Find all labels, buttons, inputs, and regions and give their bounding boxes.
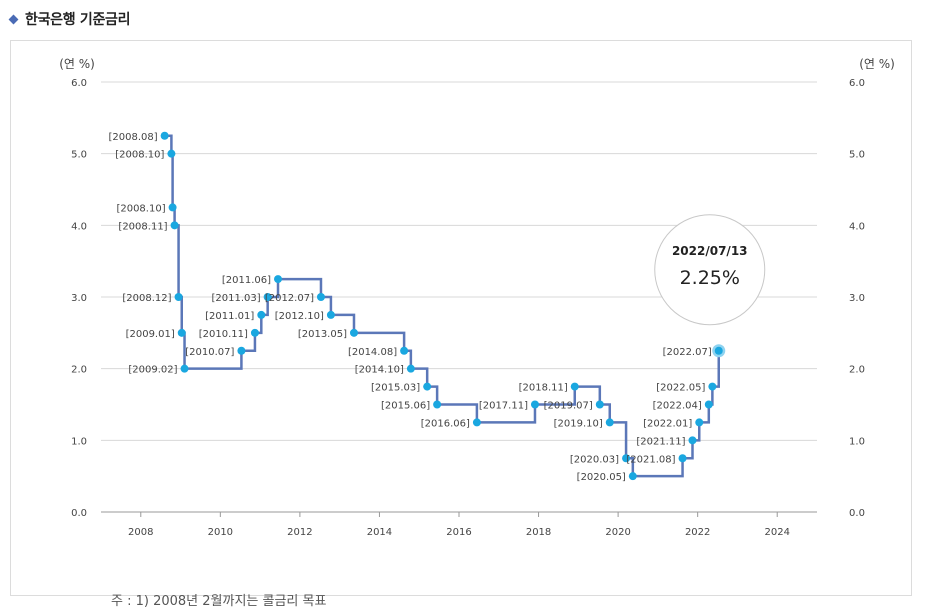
x-tick-label: 2010 — [208, 527, 233, 538]
data-point[interactable] — [688, 436, 697, 445]
data-point[interactable] — [250, 328, 259, 337]
data-point[interactable] — [530, 400, 539, 409]
data-point-label: [2014.10] — [355, 365, 404, 376]
data-point[interactable] — [326, 310, 335, 319]
y-tick-label-left: 3.0 — [71, 293, 87, 304]
data-point-label: [2021.08] — [626, 454, 675, 465]
y-tick-label-right: 4.0 — [849, 221, 865, 232]
y-tick-label-left: 0.0 — [71, 508, 87, 519]
data-point-label: [2022.01] — [643, 418, 692, 429]
data-point[interactable] — [160, 131, 169, 140]
data-point[interactable] — [433, 400, 442, 409]
data-point-label: [2019.10] — [554, 418, 603, 429]
diamond-bullet-icon — [8, 14, 19, 24]
data-point[interactable] — [400, 346, 409, 355]
x-tick-label: 2024 — [764, 527, 789, 538]
data-point[interactable] — [274, 275, 283, 284]
data-point-label: [2015.06] — [381, 401, 430, 412]
x-tick-label: 2016 — [446, 527, 471, 538]
chart-title: 한국은행 기준금리 — [25, 12, 131, 28]
data-point-label: [2019.07] — [544, 401, 593, 412]
data-point-label: [2022.07] — [663, 347, 712, 358]
x-tick-label: 2018 — [526, 527, 551, 538]
data-point[interactable] — [167, 149, 176, 158]
data-point[interactable] — [170, 221, 179, 230]
y-tick-label-left: 1.0 — [71, 436, 87, 447]
y-tick-label-right: 3.0 — [849, 293, 865, 304]
footnote: 주 : 1) 2008년 2월까지는 콜금리 목표 — [111, 594, 327, 609]
data-point[interactable] — [622, 454, 631, 463]
data-point[interactable] — [406, 364, 415, 373]
data-point[interactable] — [168, 203, 177, 212]
data-point-label: [2013.05] — [298, 329, 347, 340]
data-point[interactable] — [595, 400, 604, 409]
tooltip-bubble — [654, 214, 766, 326]
data-point-label: [2014.08] — [348, 347, 397, 358]
data-point[interactable] — [714, 346, 723, 355]
data-point[interactable] — [174, 293, 183, 301]
y-tick-label-right: 6.0 — [849, 78, 865, 89]
data-point-label: [2016.06] — [421, 418, 470, 429]
x-tick-label: 2008 — [128, 527, 153, 538]
tooltip-value: 2.25% — [680, 267, 740, 289]
data-point[interactable] — [180, 364, 189, 373]
data-point-label: [2009.01] — [126, 329, 175, 340]
data-point-label: [2021.11] — [636, 436, 685, 447]
data-point[interactable] — [472, 418, 481, 427]
rate-chart: 0.0 0.0 1.0 1.0 2.0 2.0 3.0 3.0 4.0 4.0 5.0 5.0 6.0 6… — [59, 57, 895, 538]
data-point-label: [2009.02] — [128, 365, 177, 376]
data-point[interactable] — [704, 400, 713, 409]
data-point-label: [2008.08] — [108, 132, 157, 143]
y-axis-unit-right: (연 %) — [859, 57, 895, 71]
y-tick-label-right: 0.0 — [849, 508, 865, 519]
y-tick-label-left: 2.0 — [71, 365, 87, 376]
data-point-label: [2017.11] — [479, 401, 528, 412]
y-axis-unit-left: (연 %) — [59, 57, 95, 71]
data-point-label: [2008.10] — [116, 203, 165, 214]
data-point-label: [2011.03] — [212, 293, 261, 304]
y-tick-label-left: 4.0 — [71, 221, 87, 232]
data-point[interactable] — [257, 310, 266, 319]
data-point-label: [2012.07] — [265, 293, 314, 304]
data-point[interactable] — [570, 382, 579, 391]
data-point[interactable] — [708, 382, 717, 391]
data-point-label: [2020.05] — [577, 472, 626, 483]
data-point[interactable] — [263, 293, 272, 301]
data-point-label: [2018.11] — [519, 383, 568, 394]
data-point[interactable] — [605, 418, 614, 427]
data-point-label: [2010.11] — [199, 329, 248, 340]
data-point-label: [2008.11] — [118, 221, 167, 232]
data-point[interactable] — [177, 328, 186, 337]
data-point[interactable] — [237, 346, 246, 355]
tooltip-date: 2022/07/13 — [672, 244, 748, 258]
x-tick-label: 2022 — [685, 527, 710, 538]
data-point[interactable] — [349, 328, 358, 337]
y-tick-label-right: 5.0 — [849, 150, 865, 161]
y-tick-label-left: 5.0 — [71, 150, 87, 161]
data-point-label: [2022.05] — [656, 383, 705, 394]
section-heading: 한국은행 기준금리 — [8, 8, 131, 30]
data-point[interactable] — [695, 418, 704, 427]
y-tick-label-left: 6.0 — [71, 78, 87, 89]
data-point-label: [2011.06] — [222, 275, 271, 286]
data-point-label: [2010.07] — [185, 347, 234, 358]
x-tick-label: 2014 — [367, 527, 392, 538]
data-point[interactable] — [628, 472, 637, 481]
data-point-label: [2011.01] — [205, 311, 254, 322]
data-point-label: [2012.10] — [275, 311, 324, 322]
data-point-label: [2015.03] — [371, 383, 420, 394]
chart-panel: 0.0 0.0 1.0 1.0 2.0 2.0 3.0 3.0 4.0 4.0 5.0 5.0 6.0 6… — [10, 40, 912, 609]
y-tick-label-right: 2.0 — [849, 365, 865, 376]
data-point-label: [2008.12] — [122, 293, 171, 304]
data-point-label: [2008.10] — [115, 150, 164, 161]
data-point[interactable] — [678, 454, 687, 463]
data-point-label: [2020.03] — [570, 454, 619, 465]
x-tick-label: 2012 — [287, 527, 312, 538]
y-tick-label-right: 1.0 — [849, 436, 865, 447]
data-point-label: [2022.04] — [653, 401, 702, 412]
data-point[interactable] — [316, 293, 325, 301]
x-tick-label: 2020 — [605, 527, 630, 538]
data-point[interactable] — [423, 382, 432, 391]
